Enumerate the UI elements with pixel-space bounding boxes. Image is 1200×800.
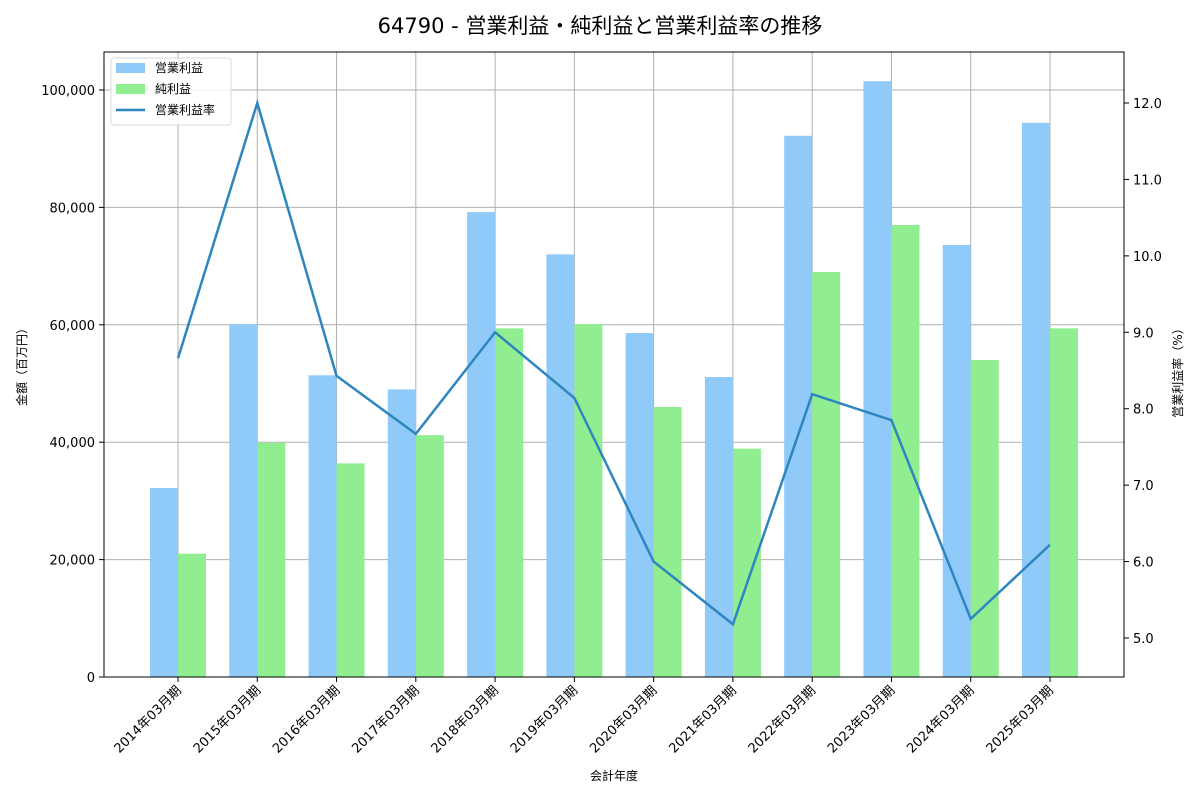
left-y-axis-label: 金額（百万円） xyxy=(14,322,29,406)
bar-operating-profit xyxy=(1022,122,1050,677)
bar-series xyxy=(150,81,1078,678)
y2-tick-label: 10.0 xyxy=(1133,250,1162,265)
bar-operating-profit xyxy=(150,487,178,677)
bar-net-profit xyxy=(574,324,603,677)
x-tick-label: 2021年03月期 xyxy=(666,683,739,756)
x-axis-label: 会計年度 xyxy=(590,768,638,783)
x-tick-label: 2016年03月期 xyxy=(270,683,343,756)
y2-tick-label: 11.0 xyxy=(1133,173,1162,188)
right-y-axis-label: 営業利益率（%） xyxy=(1170,322,1185,417)
x-tick-label: 2024年03月期 xyxy=(904,683,977,756)
y2-tick-label: 5.0 xyxy=(1133,632,1154,647)
y2-tick-label: 12.0 xyxy=(1133,97,1162,112)
plot-frame xyxy=(103,51,1125,678)
legend-swatch xyxy=(116,63,145,73)
x-tick-label: 2018年03月期 xyxy=(429,683,502,756)
bar-operating-profit xyxy=(942,244,971,677)
right-y-axis: 5.0 6.0 7.0 8.0 9.0 10.0 11.0 12.0 xyxy=(1124,97,1162,647)
line-series-operating-margin xyxy=(176,98,1051,627)
y-tick-label: 20,000 xyxy=(50,554,96,569)
bar-operating-profit xyxy=(625,333,654,677)
legend-swatch xyxy=(116,84,145,94)
x-tick-label: 2017年03月期 xyxy=(349,683,422,756)
y-tick-label: 0 xyxy=(87,671,95,686)
x-tick-label: 2025年03月期 xyxy=(984,683,1057,756)
bar-operating-profit xyxy=(229,324,258,677)
y2-tick-label: 6.0 xyxy=(1133,556,1154,571)
chart-title: 64790 - 営業利益・純利益と営業利益率の推移 xyxy=(377,14,823,38)
x-tick-label: 2023年03月期 xyxy=(825,683,898,756)
bar-net-profit xyxy=(653,406,682,677)
bar-net-profit xyxy=(257,442,286,677)
bar-net-profit xyxy=(732,448,761,677)
x-tick-label: 2022年03月期 xyxy=(746,683,819,756)
legend-label: 営業利益 xyxy=(155,61,203,75)
x-tick-label: 2020年03月期 xyxy=(587,683,660,756)
y-tick-label: 60,000 xyxy=(50,319,96,334)
bar-net-profit xyxy=(336,463,365,677)
bar-operating-profit xyxy=(863,81,892,677)
y-tick-label: 80,000 xyxy=(50,201,96,216)
x-axis: 2014年03月期 2015年03月期 2016年03月期 2017年03月期 2018… xyxy=(112,677,1057,757)
y2-tick-label: 7.0 xyxy=(1133,479,1154,494)
bar-net-profit xyxy=(178,553,206,677)
y-tick-label: 40,000 xyxy=(50,436,96,451)
x-tick-label: 2014年03月期 xyxy=(112,683,185,756)
bar-net-profit xyxy=(891,225,920,677)
bar-operating-profit xyxy=(467,212,496,677)
bar-operating-profit xyxy=(308,375,337,677)
bar-net-profit xyxy=(970,360,999,677)
bar-net-profit xyxy=(1050,328,1078,677)
bar-net-profit xyxy=(812,271,841,677)
bar-net-profit xyxy=(415,435,444,677)
y2-tick-label: 8.0 xyxy=(1133,403,1154,418)
bar-operating-profit xyxy=(546,254,575,678)
bar-operating-profit xyxy=(387,389,416,677)
left-y-axis: 0 20,000 40,000 60,000 80,000 100,000 xyxy=(41,84,104,686)
legend-label: 営業利益率 xyxy=(155,102,215,117)
x-tick-label: 2019年03月期 xyxy=(508,683,581,756)
legend-label: 純利益 xyxy=(155,82,191,96)
y-tick-label: 100,000 xyxy=(41,84,95,99)
x-tick-label: 2015年03月期 xyxy=(191,683,264,756)
bar-net-profit xyxy=(495,328,524,677)
bar-operating-profit xyxy=(704,377,733,677)
y2-tick-label: 9.0 xyxy=(1133,326,1154,341)
